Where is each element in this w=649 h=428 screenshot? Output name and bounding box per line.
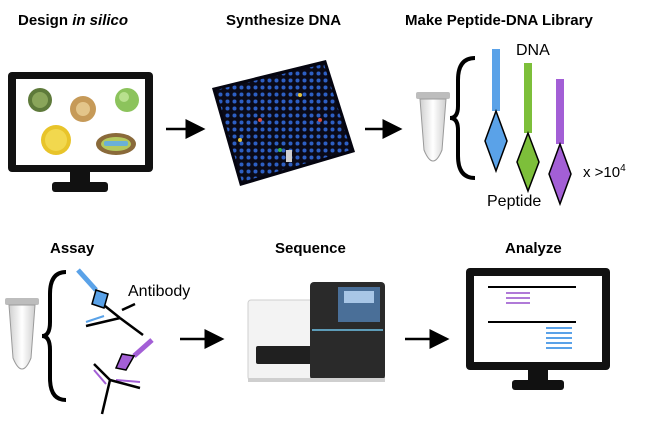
step-title-synthesize: Synthesize DNA — [226, 12, 342, 29]
dna-label: DNA — [516, 42, 550, 59]
dna-strand-green — [516, 63, 540, 194]
antibody-purple-complex — [93, 338, 154, 415]
step-title-analyze: Analyze — [505, 240, 562, 257]
step-title-design: Design in silico — [18, 12, 129, 29]
assay-tube-icon — [5, 298, 39, 370]
dna-strand-purple — [548, 79, 572, 207]
dna-microarray-chip — [212, 60, 355, 186]
library-tube-icon — [416, 92, 450, 162]
dna-strand-blue — [484, 49, 508, 174]
antibody-label: Antibody — [128, 283, 191, 300]
analyze-monitor-icon — [466, 268, 610, 390]
analysis-results — [488, 286, 576, 349]
step-title-assay: Assay — [50, 240, 95, 257]
library-count-label: x >104 — [583, 163, 626, 181]
antibody-blue-complex — [76, 268, 144, 337]
step-title-library: Make Peptide-DNA Library — [405, 12, 593, 29]
assay-brace — [41, 270, 67, 402]
library-brace — [449, 56, 476, 180]
step-title-sequence: Sequence — [275, 240, 346, 257]
virus-illustrations — [28, 88, 139, 155]
peptide-label: Peptide — [487, 193, 542, 210]
sequencer-machine-icon — [247, 282, 385, 382]
